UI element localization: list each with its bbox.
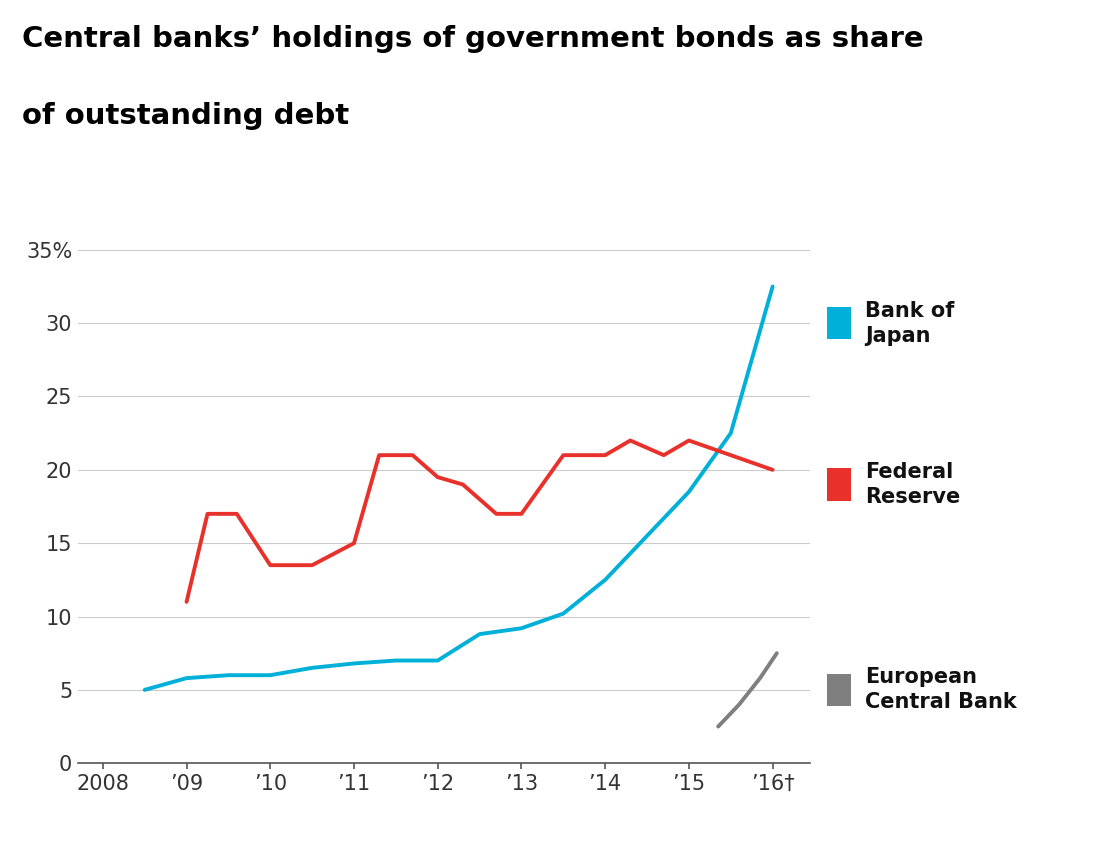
Text: Bank of
Japan: Bank of Japan	[865, 301, 955, 345]
Text: Federal
Reserve: Federal Reserve	[865, 462, 960, 507]
Text: European
Central Bank: European Central Bank	[865, 667, 1017, 712]
Text: of outstanding debt: of outstanding debt	[22, 102, 350, 130]
Text: Central banks’ holdings of government bonds as share: Central banks’ holdings of government bo…	[22, 25, 924, 53]
